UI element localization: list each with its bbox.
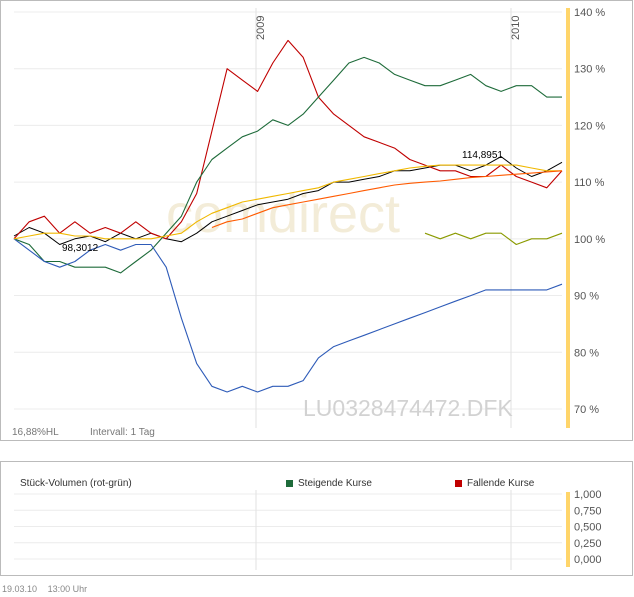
high-annotation: 114,8951 (462, 150, 503, 161)
series-line-4 (13, 164, 562, 240)
y-tick-label: 130 % (574, 64, 605, 76)
y-axis-ticks: 140 % 130 % 120 % 110 % 100 % 90 % 80 % 70 % (574, 7, 605, 416)
y-tick-label: 70 % (574, 404, 599, 416)
legend-swatch-rising (286, 480, 293, 487)
low-annotation: 98,3012 (62, 243, 99, 254)
x-axis-labels: 2009 2010 (255, 16, 522, 40)
series-line-0 (13, 156, 563, 245)
volume-title: Stück-Volumen (rot-grün) (20, 478, 132, 489)
volume-y-tick-label: 1,000 (574, 489, 602, 501)
watermark: comdirect (166, 184, 400, 244)
series-line-5 (211, 170, 563, 229)
y-tick-label: 100 % (574, 234, 605, 246)
legend-swatch-falling (455, 480, 462, 487)
volume-y-tick-label: 0,750 (574, 505, 602, 517)
x-tick-label: 2010 (510, 16, 522, 40)
series-line-2 (13, 56, 562, 274)
volume-y-tick-label: 0,250 (574, 538, 602, 550)
footer-time: 13:00 Uhr (47, 584, 88, 594)
symbol-label: LU0328474472.DFK (303, 395, 513, 421)
y-tick-label: 80 % (574, 347, 599, 359)
x-tick-label: 2009 (255, 16, 267, 40)
volume-grid (14, 490, 562, 570)
y-tick-label: 110 % (574, 177, 605, 189)
interval-label: Intervall: 1 Tag (90, 427, 155, 438)
y-tick-label: 120 % (574, 120, 605, 132)
y-tick-label: 140 % (574, 7, 605, 19)
legend-rising: Steigende Kurse (298, 478, 372, 489)
volume-axis-bar (566, 492, 570, 567)
footer: 19.03.10 13:00 Uhr (2, 584, 95, 594)
volume-chart-frame (0, 461, 633, 576)
series-line-6 (424, 232, 563, 246)
series-group (13, 39, 563, 393)
series-line-1 (13, 39, 563, 240)
footer-date: 19.03.10 (2, 584, 38, 594)
volume-y-ticks: 1,000 0,750 0,500 0,250 0,000 (574, 489, 602, 566)
main-chart-frame (0, 0, 633, 441)
volume-y-tick-label: 0,000 (574, 554, 602, 566)
range-label: 16,88%HL (12, 427, 59, 438)
series-line-3 (13, 238, 563, 393)
volume-y-tick-label: 0,500 (574, 522, 602, 534)
y-tick-label: 90 % (574, 291, 599, 303)
y-axis-bar (566, 8, 570, 428)
legend-falling: Fallende Kurse (467, 478, 535, 489)
